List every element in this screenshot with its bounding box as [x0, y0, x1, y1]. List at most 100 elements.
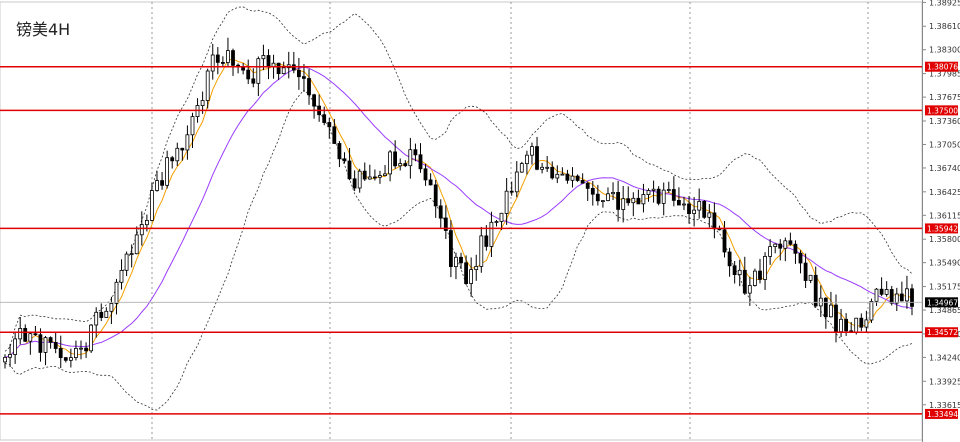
candle-bullish	[261, 55, 266, 60]
candle-bullish	[43, 337, 48, 353]
candle-bearish	[220, 62, 225, 64]
price-tick-label: 1.36115	[929, 211, 960, 220]
candle-bearish	[671, 189, 676, 201]
candle-bullish	[18, 327, 23, 340]
candle-bullish	[753, 270, 757, 286]
candle-bullish	[682, 203, 686, 206]
candle-bearish	[58, 348, 63, 359]
candle-bullish	[530, 146, 534, 156]
candle-bearish	[372, 176, 377, 179]
candle-bullish	[646, 190, 651, 195]
candle-bullish	[545, 166, 550, 169]
candle-bearish	[590, 187, 595, 195]
candle-bullish	[692, 209, 696, 214]
candle-bullish	[808, 274, 813, 281]
candle-bearish	[803, 262, 808, 281]
candle-bearish	[859, 317, 864, 328]
candle-bullish	[79, 347, 83, 350]
candle-bullish	[185, 134, 190, 151]
candle-bearish	[580, 179, 585, 184]
price-tick-label: 1.37985	[929, 70, 960, 79]
candle-bullish	[155, 180, 159, 191]
candle-bearish	[459, 256, 463, 264]
plot-frame	[0, 1, 923, 441]
candle-bearish	[702, 200, 707, 218]
candle-bullish	[139, 224, 144, 236]
candle-bullish	[479, 235, 484, 267]
candle-bearish	[307, 78, 311, 96]
candle-bullish	[119, 269, 124, 283]
chart-title: 镑美4H	[16, 20, 71, 39]
candle-bearish	[33, 333, 38, 336]
candle-bearish	[347, 160, 352, 180]
candle-bearish	[170, 157, 175, 162]
candle-bearish	[727, 251, 732, 267]
candle-bullish	[666, 189, 671, 191]
moving-average-slow	[4, 66, 913, 358]
candle-bullish	[144, 219, 149, 226]
candle-bearish	[337, 143, 342, 160]
candle-bullish	[104, 310, 109, 318]
horizontal-level-tag	[925, 61, 958, 72]
candle-bearish	[677, 199, 681, 206]
candle-bullish	[504, 190, 509, 214]
horizontal-level-label: 1.35942	[927, 224, 958, 233]
candle-bearish	[550, 166, 555, 179]
candle-bearish	[266, 55, 271, 68]
candle-bullish	[124, 253, 129, 271]
candle-bullish	[763, 255, 767, 280]
candle-bullish	[165, 157, 170, 186]
candle-bullish	[499, 212, 504, 222]
candle-bearish	[393, 151, 398, 167]
candle-bullish	[661, 189, 666, 204]
candle-bearish	[413, 149, 418, 156]
candle-bearish	[428, 179, 433, 186]
candle-bullish	[869, 300, 874, 321]
candle-bearish	[160, 180, 165, 186]
candle-bearish	[180, 147, 185, 151]
candle-bullish	[383, 173, 387, 176]
candle-bearish	[732, 265, 737, 275]
candle-bearish	[595, 193, 600, 202]
candle-bullish	[74, 347, 78, 358]
candle-bullish	[707, 212, 712, 218]
candle-bearish	[889, 289, 894, 304]
candle-bullish	[606, 193, 610, 202]
candle-bullish	[854, 317, 859, 333]
candle-bearish	[788, 240, 793, 245]
candle-bearish	[312, 94, 317, 107]
candle-bearish	[84, 347, 88, 352]
price-tick-label: 1.33615	[929, 401, 960, 410]
horizontal-level-label: 1.33494	[927, 410, 958, 419]
price-tick-label: 1.35175	[929, 283, 960, 292]
horizontal-level-tag	[925, 223, 958, 234]
candle-bullish	[737, 269, 742, 275]
candle-bullish	[205, 70, 210, 101]
price-tick-label: 1.37360	[929, 117, 960, 126]
candle-bearish	[48, 337, 53, 343]
candle-bullish	[134, 234, 139, 255]
candle-bearish	[722, 229, 727, 253]
candle-bearish	[332, 126, 337, 144]
candle-bullish	[560, 173, 565, 176]
bollinger-lower-band	[4, 89, 913, 411]
candle-bullish	[525, 154, 529, 164]
candle-bullish	[225, 50, 230, 63]
candle-bearish	[464, 262, 469, 284]
candle-bullish	[114, 281, 119, 304]
candle-bullish	[570, 175, 575, 181]
candle-bearish	[742, 269, 747, 294]
candle-bullish	[453, 256, 458, 267]
candle-bullish	[3, 356, 7, 363]
horizontal-level-label: 1.37500	[927, 106, 958, 115]
candle-bullish	[884, 289, 889, 295]
candle-bullish	[874, 288, 879, 302]
candle-bullish	[621, 198, 626, 210]
candle-bearish	[910, 288, 914, 307]
candle-bearish	[626, 198, 631, 204]
candle-bullish	[905, 288, 909, 302]
candle-bearish	[636, 197, 641, 205]
candle-bullish	[773, 243, 778, 248]
candle-bearish	[712, 212, 717, 230]
